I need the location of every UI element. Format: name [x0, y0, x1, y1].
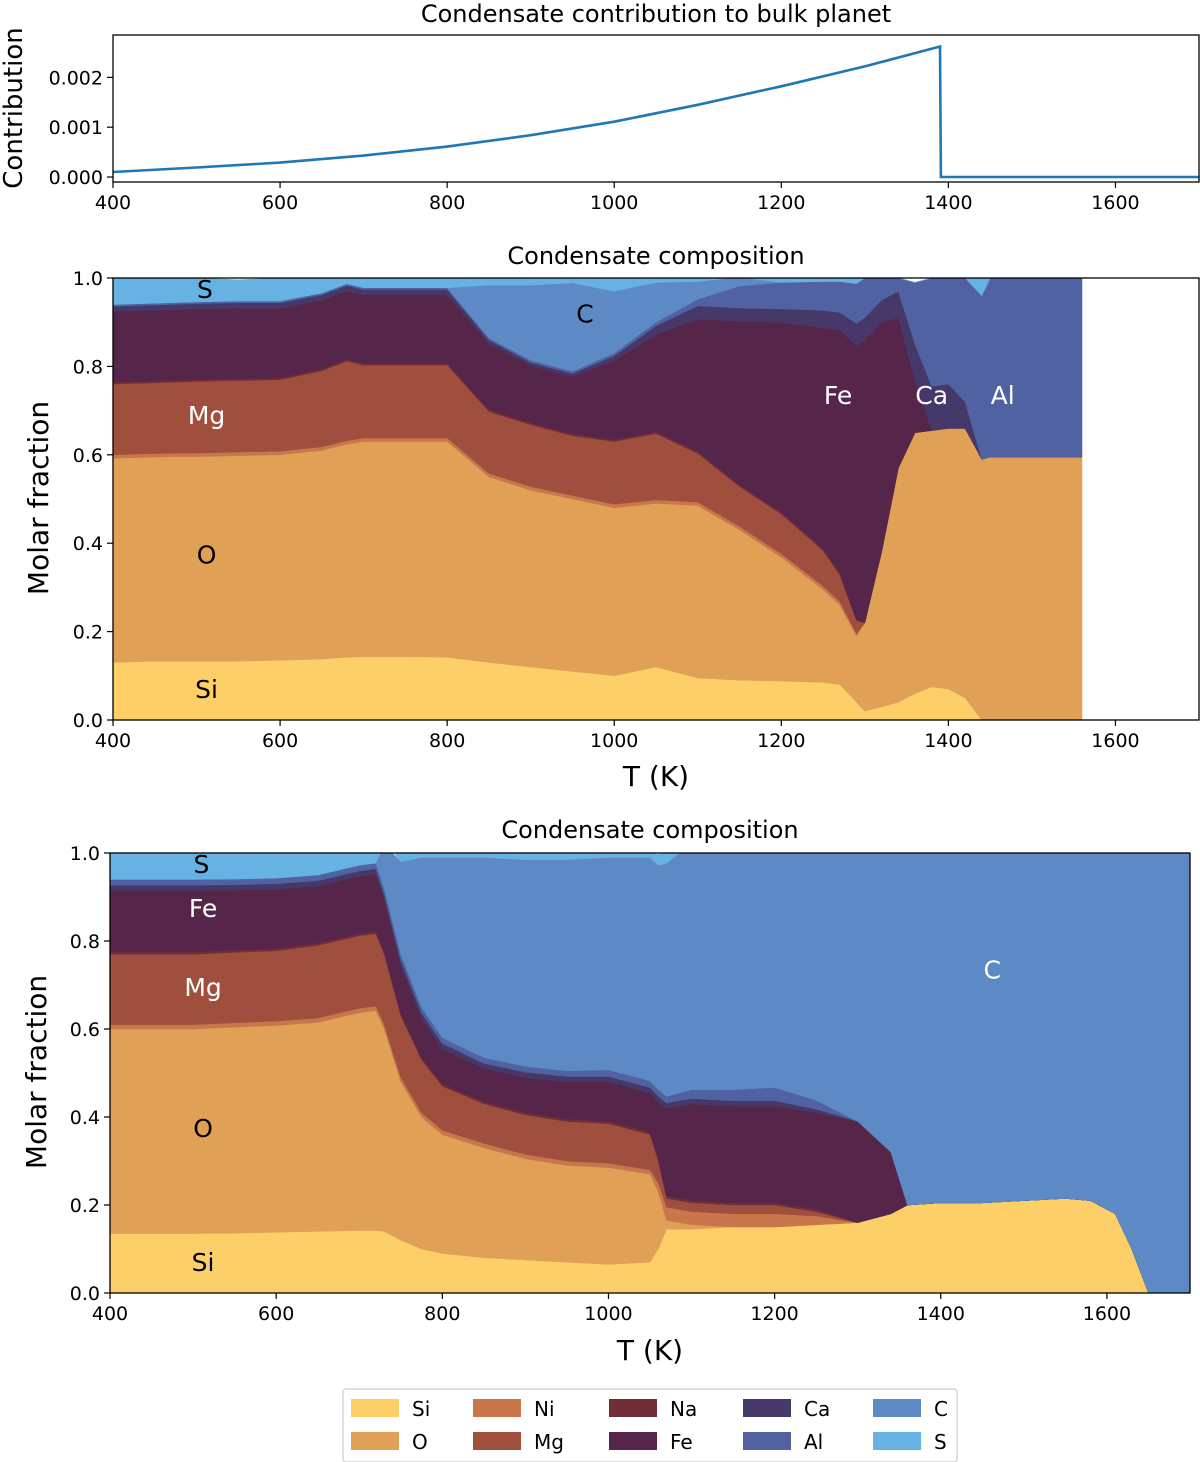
legend: Si O Ni Mg Na Fe Ca Al CS	[342, 1388, 958, 1462]
xtick-label: 1400	[924, 730, 972, 752]
ytick-label: 0.0	[73, 710, 103, 732]
xtick-label: 1200	[757, 730, 805, 752]
composition-2-title: Condensate composition	[501, 816, 798, 844]
ytick-label: 0.8	[73, 356, 103, 378]
region-label-c: C	[984, 956, 1001, 985]
xtick-label: 1400	[917, 1303, 965, 1325]
composition-panel-2: Condensate composition Molar fraction T …	[20, 816, 1191, 1367]
region-label-mg: Mg	[184, 973, 221, 1002]
composition-1-ylabel: Molar fraction	[22, 401, 55, 595]
ytick-label: 0.6	[70, 1019, 100, 1041]
region-label-mg: Mg	[188, 401, 225, 430]
composition-1-title: Condensate composition	[507, 242, 804, 270]
xtick-label: 400	[95, 192, 131, 214]
legend-swatch-c	[873, 1399, 921, 1417]
legend-swatch-mg	[473, 1432, 521, 1450]
region-label-si: Si	[192, 1248, 215, 1277]
ytick-label: 1.0	[70, 843, 100, 865]
xtick-label: 1000	[590, 730, 638, 752]
region-label-c: C	[576, 299, 593, 328]
xtick-label: 1200	[757, 192, 805, 214]
legend-swatch-o	[351, 1432, 399, 1450]
region-label-s: S	[197, 275, 213, 304]
region-label-si: Si	[195, 675, 218, 704]
ytick-label: 0.6	[73, 445, 103, 467]
xtick-label: 400	[95, 730, 131, 752]
xtick-label: 1400	[924, 192, 972, 214]
contribution-ylabel: Contribution	[0, 27, 29, 188]
xtick-label: 800	[429, 730, 465, 752]
legend-label-o: O	[412, 1430, 428, 1454]
legend-label-si: Si	[412, 1397, 430, 1421]
plot-frame	[112, 277, 1200, 721]
xtick-label: 1600	[1083, 1303, 1131, 1325]
legend-swatch-si	[351, 1399, 399, 1417]
ytick-label: 0.000	[49, 167, 103, 189]
plot-frame	[109, 852, 1191, 1294]
plot-frame	[112, 34, 1200, 183]
xtick-label: 1600	[1091, 730, 1139, 752]
legend-swatch-na	[609, 1399, 657, 1417]
ytick-label: 1.0	[73, 268, 103, 290]
xtick-label: 600	[258, 1303, 294, 1325]
legend-label-ca: Ca	[804, 1397, 830, 1421]
contribution-line	[113, 44, 1199, 179]
legend-label-ni: Ni	[534, 1397, 555, 1421]
composition-2-xlabel: T (K)	[616, 1334, 683, 1367]
region-label-s: S	[193, 850, 209, 879]
legend-swatch-fe	[609, 1432, 657, 1450]
region-label-al: Al	[991, 381, 1015, 410]
legend-label-s: S	[934, 1430, 947, 1454]
region-label-ca: Ca	[915, 381, 948, 410]
legend-label-mg: Mg	[534, 1430, 564, 1454]
legend-swatch-s	[873, 1432, 921, 1450]
contribution-panel: Condensate contribution to bulk planet C…	[0, 0, 1200, 214]
composition-2-ylabel: Molar fraction	[20, 975, 53, 1169]
region-label-fe: Fe	[189, 894, 217, 923]
xtick-label: 1200	[750, 1303, 798, 1325]
region-label-fe: Fe	[824, 381, 852, 410]
xtick-label: 1600	[1091, 192, 1139, 214]
ytick-label: 0.002	[49, 67, 103, 89]
ytick-label: 0.001	[49, 117, 103, 139]
ytick-label: 0.4	[73, 533, 103, 555]
ytick-label: 0.0	[70, 1283, 100, 1305]
legend-label-na: Na	[670, 1397, 697, 1421]
area-s	[110, 853, 1190, 880]
ytick-label: 0.2	[70, 1195, 100, 1217]
area-group	[113, 278, 1083, 720]
region-label-o: O	[197, 540, 217, 569]
legend-label-c: C	[934, 1397, 948, 1421]
xtick-label: 1000	[590, 192, 638, 214]
composition-panel-1: Condensate composition Molar fraction T …	[22, 242, 1200, 793]
legend-swatch-al	[743, 1432, 791, 1450]
xtick-label: 600	[262, 192, 298, 214]
legend-swatch-ca	[743, 1399, 791, 1417]
xtick-label: 1000	[584, 1303, 632, 1325]
legend-label-al: Al	[804, 1430, 823, 1454]
xtick-label: 800	[424, 1303, 460, 1325]
xtick-label: 800	[429, 192, 465, 214]
contribution-title: Condensate contribution to bulk planet	[421, 0, 891, 28]
xtick-label: 600	[262, 730, 298, 752]
composition-1-xlabel: T (K)	[622, 760, 689, 793]
legend-label-fe: Fe	[670, 1430, 693, 1454]
ytick-label: 0.2	[73, 622, 103, 644]
ytick-label: 0.8	[70, 931, 100, 953]
legend-swatch-ni	[473, 1399, 521, 1417]
xtick-label: 400	[92, 1303, 128, 1325]
region-label-o: O	[193, 1114, 213, 1143]
ytick-label: 0.4	[70, 1107, 100, 1129]
area-group	[110, 853, 1190, 1293]
